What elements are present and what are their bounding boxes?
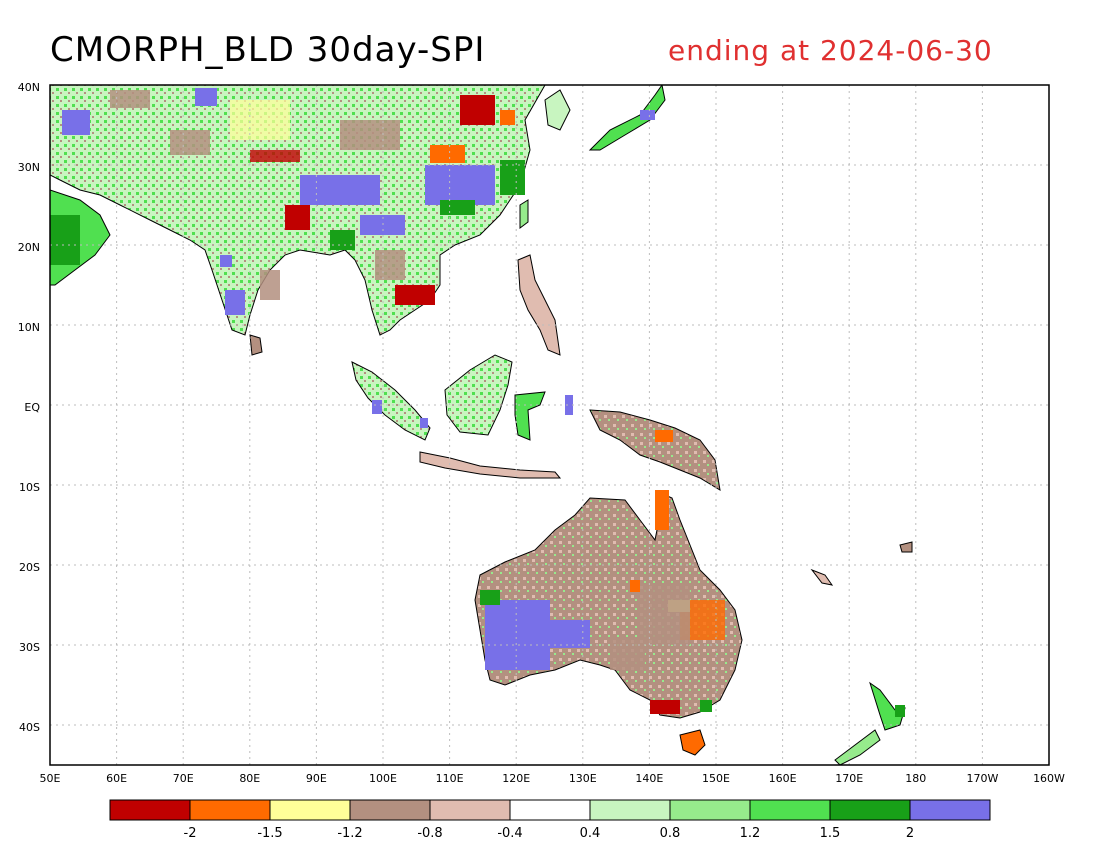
colorbar-swatch bbox=[349, 799, 431, 821]
lon-label: 170W bbox=[966, 772, 998, 785]
lat-label: 40S bbox=[19, 721, 40, 734]
colorbar-swatch bbox=[189, 799, 271, 821]
borneo-island bbox=[444, 354, 513, 436]
lat-label: 20N bbox=[18, 241, 40, 254]
anomaly-moderate-dry-patches bbox=[110, 90, 690, 670]
colorbar-label: 0.4 bbox=[580, 826, 601, 841]
sulawesi-island bbox=[514, 391, 546, 441]
colorbar-swatch bbox=[829, 799, 911, 821]
colorbar-swatch bbox=[429, 799, 511, 821]
anomaly-very-wet-patches bbox=[50, 160, 905, 717]
taiwan-island bbox=[519, 199, 529, 229]
sri-lanka-island bbox=[249, 334, 263, 356]
lon-label: 100E bbox=[369, 772, 397, 785]
lon-label: 150E bbox=[702, 772, 730, 785]
tasmania-island bbox=[679, 729, 706, 756]
colorbar-swatch bbox=[269, 799, 351, 821]
colorbar-swatch bbox=[669, 799, 751, 821]
lon-label: 120E bbox=[502, 772, 530, 785]
korea-landmass bbox=[544, 89, 571, 131]
colorbar-swatch bbox=[909, 799, 991, 821]
lat-label: 40N bbox=[18, 81, 40, 94]
colorbar-labels: -2 -1.5 -1.2 -0.8 -0.4 0.4 0.8 1.2 1.5 2 bbox=[184, 826, 915, 841]
map-subtitle: ending at 2024-06-30 bbox=[668, 34, 993, 67]
colorbar-swatch bbox=[109, 799, 191, 821]
colorbar-label: -1.5 bbox=[257, 826, 282, 841]
new-guinea-island bbox=[589, 409, 721, 491]
lat-label: 30S bbox=[19, 641, 40, 654]
lon-label: 160E bbox=[769, 772, 797, 785]
longitude-axis: 50E 60E 70E 80E 90E 100E 110E 120E 130E … bbox=[40, 772, 1066, 785]
lon-label: 170E bbox=[835, 772, 863, 785]
lon-label: 60E bbox=[106, 772, 127, 785]
new-zealand-south-island bbox=[834, 729, 881, 765]
lon-label: 110E bbox=[436, 772, 464, 785]
lat-label: 10S bbox=[19, 481, 40, 494]
colorbar-label: 2 bbox=[906, 826, 914, 841]
colorbar-swatch bbox=[589, 799, 671, 821]
colorbar-label: 0.8 bbox=[660, 826, 681, 841]
colorbar-swatch bbox=[749, 799, 831, 821]
map-title: CMORPH_BLD 30day-SPI bbox=[50, 30, 486, 70]
lon-label: 180 bbox=[905, 772, 926, 785]
lon-label: 50E bbox=[40, 772, 61, 785]
land-layer bbox=[50, 85, 913, 765]
japan-landmass bbox=[588, 85, 666, 151]
lat-label: 10N bbox=[18, 321, 40, 334]
lat-label: EQ bbox=[24, 401, 40, 414]
lat-label: 30N bbox=[18, 161, 40, 174]
lon-label: 90E bbox=[306, 772, 327, 785]
lon-label: 80E bbox=[239, 772, 260, 785]
colorbar-label: -2 bbox=[184, 826, 197, 841]
philippines-islands bbox=[517, 254, 561, 356]
lon-label: 140E bbox=[635, 772, 663, 785]
lon-label: 160W bbox=[1033, 772, 1065, 785]
java-island bbox=[419, 451, 562, 479]
graticule bbox=[50, 85, 1049, 765]
new-caledonia-island bbox=[810, 568, 834, 586]
colorbar-label: -1.2 bbox=[337, 826, 362, 841]
lon-label: 70E bbox=[173, 772, 194, 785]
map-border bbox=[49, 84, 1050, 766]
colorbar-label: 1.2 bbox=[740, 826, 761, 841]
colorbar-label: -0.4 bbox=[497, 826, 522, 841]
lon-label: 130E bbox=[569, 772, 597, 785]
colorbar bbox=[109, 799, 991, 821]
colorbar-label: -0.8 bbox=[417, 826, 442, 841]
fiji-island bbox=[899, 541, 913, 553]
colorbar-swatch bbox=[509, 799, 591, 821]
sumatra-island bbox=[351, 361, 431, 441]
latitude-axis: 40N 30N 20N 10N EQ 10S 20S 30S 40S bbox=[18, 81, 41, 734]
colorbar-label: 1.5 bbox=[820, 826, 841, 841]
lat-label: 20S bbox=[19, 561, 40, 574]
